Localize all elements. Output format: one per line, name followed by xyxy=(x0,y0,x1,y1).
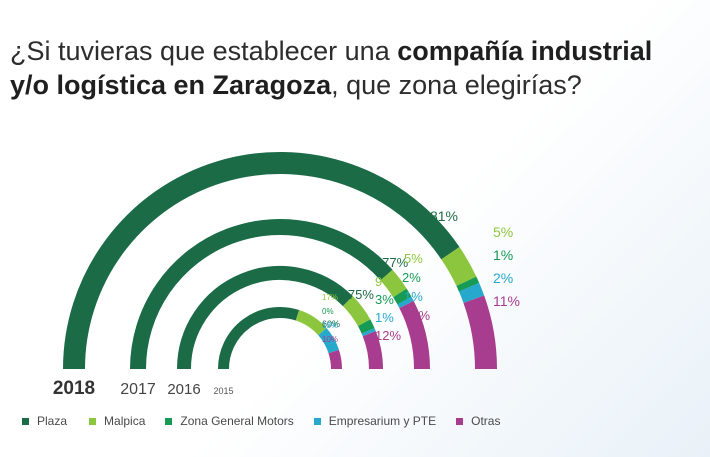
year-label-2015: 2015 xyxy=(213,386,233,396)
arc-2018-3 xyxy=(458,282,485,304)
arc-2016-4 xyxy=(362,331,383,370)
legend-item-empresarium: Empresarium y PTE xyxy=(313,414,437,428)
legend-swatch-zona-gm xyxy=(165,417,173,425)
value-label-2016-2: 3% xyxy=(375,292,394,307)
title-bold-1: compañía industrial xyxy=(397,36,653,66)
value-label-2018-2: 1% xyxy=(493,247,513,263)
legend-label-zona-gm: Zona General Motors xyxy=(180,414,294,428)
legend-item-plaza: Plaza xyxy=(22,414,67,428)
legend-label-empresarium: Empresarium y PTE xyxy=(328,414,437,428)
arc-2018-1 xyxy=(441,247,477,287)
arc-2017-2 xyxy=(393,288,412,305)
legend-item-otras: Otras xyxy=(456,414,500,428)
value-label-2017-4: 15% xyxy=(404,308,430,323)
value-label-2018-3: 2% xyxy=(493,270,513,286)
legend-swatch-malpica xyxy=(89,417,97,425)
arc-2018-2 xyxy=(456,276,480,292)
value-label-2015-2: 0% xyxy=(322,307,334,316)
legend-label-otras: Otras xyxy=(471,414,501,428)
legend-item-malpica: Malpica xyxy=(89,414,145,428)
arc-2015-0 xyxy=(218,307,300,370)
value-label-2015-0: 60% xyxy=(322,319,340,329)
arc-2017-0 xyxy=(130,219,393,370)
arc-2016-0 xyxy=(177,266,353,370)
year-label-2017: 2017 xyxy=(120,381,156,398)
arc-2016-1 xyxy=(342,296,371,327)
value-label-2017-1: 5% xyxy=(404,251,423,266)
value-label-2016-4: 12% xyxy=(375,328,401,343)
arc-2015-3 xyxy=(318,328,339,354)
arc-2015-1 xyxy=(295,310,327,336)
legend-swatch-empresarium xyxy=(313,417,321,425)
legend-label-malpica: Malpica xyxy=(104,414,146,428)
value-label-2017-0: 77% xyxy=(382,255,408,270)
arc-2017-3 xyxy=(397,296,414,309)
value-label-2015-1: 17% xyxy=(322,293,338,302)
arc-2017-1 xyxy=(380,269,407,298)
chart-title: ¿Si tuvieras que establecer una compañía… xyxy=(10,34,710,102)
arc-2018-0 xyxy=(63,152,460,370)
value-label-2018-4: 11% xyxy=(493,293,520,309)
title-part-1: ¿Si tuvieras que establecer una xyxy=(10,36,398,66)
legend-swatch-plaza xyxy=(22,417,29,425)
legend-swatch-otras xyxy=(456,417,464,425)
arc-2015-4 xyxy=(328,349,342,370)
legend-label-plaza: Plaza xyxy=(37,414,68,428)
value-label-2017-3: 1% xyxy=(404,289,423,304)
value-label-2017-2: 2% xyxy=(402,270,421,285)
value-label-2015-3: 13% xyxy=(322,321,338,330)
arc-2016-3 xyxy=(361,328,376,337)
value-label-2016-0: 75% xyxy=(348,287,374,302)
value-label-2016-3: 1% xyxy=(375,310,394,325)
arc-2018-4 xyxy=(463,295,497,370)
year-label-2018: 2018 xyxy=(53,378,95,399)
year-label-2016: 2016 xyxy=(167,381,200,398)
arc-2016-2 xyxy=(357,319,375,334)
value-label-2018-0: 81% xyxy=(430,208,458,224)
title-bold-2: y/o logística en Zaragoza xyxy=(10,70,332,100)
arc-2017-4 xyxy=(399,300,430,370)
value-label-2015-4: 10% xyxy=(322,335,338,344)
title-part-2: , que zona elegirías? xyxy=(331,70,582,100)
value-label-2016-1: 9% xyxy=(375,274,394,289)
value-label-2018-1: 5% xyxy=(493,224,513,240)
legend: Plaza Malpica Zona General Motors Empres… xyxy=(22,414,522,428)
legend-item-zona-gm: Zona General Motors xyxy=(165,414,294,428)
